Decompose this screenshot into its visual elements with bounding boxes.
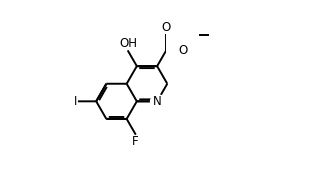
Text: I: I [74, 95, 77, 108]
Text: OH: OH [119, 37, 137, 50]
Text: O: O [178, 44, 187, 57]
Text: O: O [162, 21, 171, 34]
Text: N: N [153, 95, 162, 108]
Text: F: F [132, 135, 139, 148]
